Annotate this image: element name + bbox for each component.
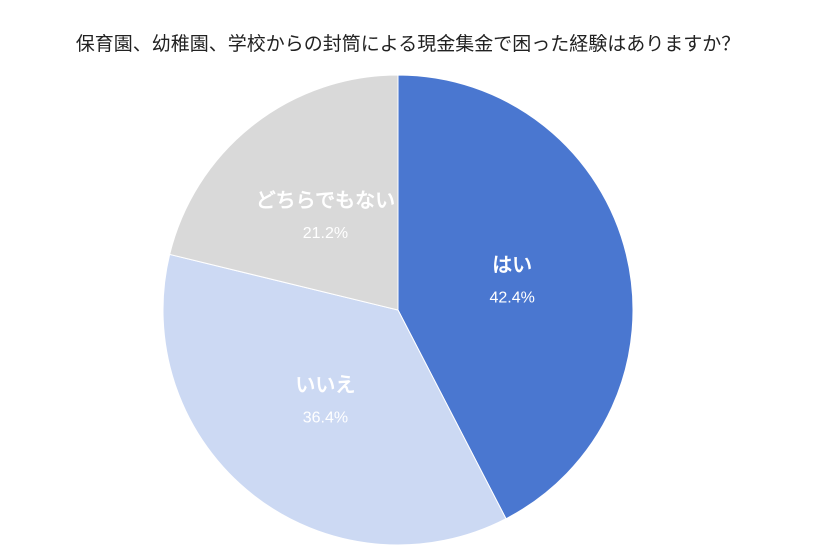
pie-slice bbox=[169, 74, 399, 311]
slice-value: 36.4% bbox=[303, 410, 348, 427]
slice-value: 21.2% bbox=[303, 225, 348, 242]
pie-slice bbox=[397, 74, 634, 520]
pie-slice bbox=[162, 253, 507, 546]
chart-title: 保育園、幼稚園、学校からの封筒による現金集金で困った経験はありますか？ bbox=[76, 33, 740, 55]
slice-label: はい bbox=[492, 254, 532, 276]
slice-label: どちらでもない bbox=[256, 189, 395, 212]
slice-value: 42.4% bbox=[489, 289, 534, 306]
slice-label: いいえ bbox=[295, 374, 355, 397]
